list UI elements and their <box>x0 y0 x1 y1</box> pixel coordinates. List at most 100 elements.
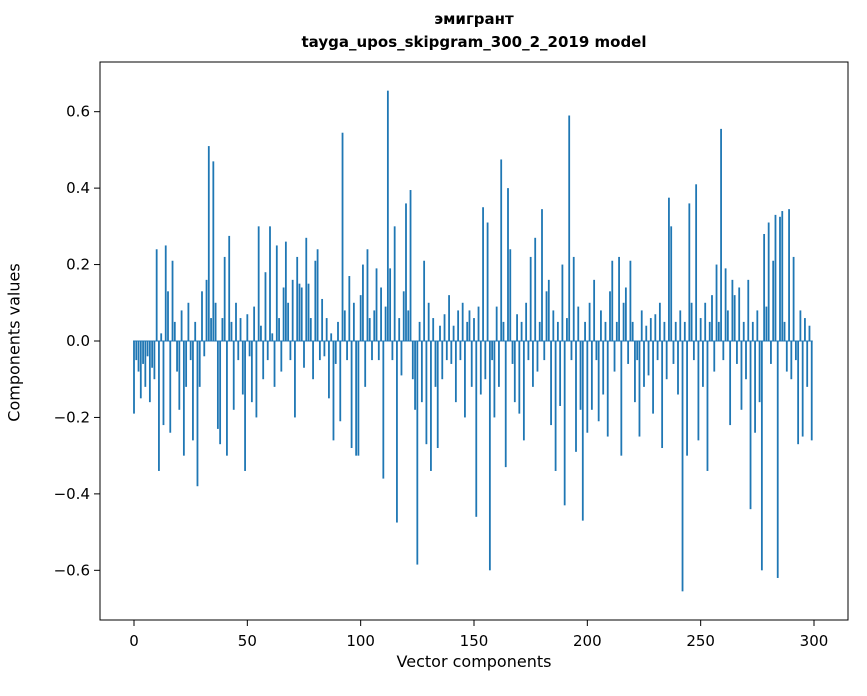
bar <box>624 287 627 341</box>
bar <box>309 318 312 341</box>
bar <box>806 341 809 387</box>
bar <box>554 341 557 471</box>
bar <box>794 341 797 361</box>
bar <box>686 341 688 456</box>
bar <box>783 321 786 341</box>
bar <box>788 209 790 341</box>
bar <box>239 318 242 341</box>
bar <box>427 302 430 341</box>
bar <box>418 321 421 341</box>
bar <box>348 276 351 341</box>
bar <box>221 318 224 341</box>
bar <box>656 341 659 361</box>
bar <box>216 341 219 429</box>
bar <box>443 314 446 341</box>
bar <box>407 310 410 341</box>
bar <box>198 341 201 387</box>
bar <box>298 283 301 341</box>
bar <box>470 341 473 387</box>
bar <box>318 341 321 361</box>
bar <box>720 128 722 341</box>
bar <box>477 306 480 341</box>
bar <box>289 341 292 361</box>
bar <box>219 341 222 445</box>
bar <box>692 341 695 361</box>
bar <box>192 341 194 441</box>
bar <box>325 318 328 341</box>
bar <box>672 341 675 364</box>
chart-title-model: tayga_upos_skipgram_300_2_2019 model <box>301 33 647 51</box>
bar <box>584 321 586 341</box>
bar <box>631 321 634 341</box>
bar <box>375 268 378 341</box>
bar <box>382 341 385 479</box>
bar <box>448 295 450 341</box>
bar <box>135 341 138 361</box>
bar <box>366 249 369 341</box>
bar <box>144 341 147 387</box>
bar <box>210 318 212 341</box>
bar <box>561 264 564 341</box>
bar <box>776 341 779 578</box>
bar <box>733 295 736 341</box>
bar <box>205 279 208 341</box>
bar <box>357 341 360 456</box>
bar <box>715 264 718 341</box>
bar <box>343 310 346 341</box>
bar <box>305 237 308 341</box>
x-tick-label: 200 <box>573 632 602 650</box>
bar <box>516 314 518 341</box>
bar <box>536 341 539 372</box>
bar <box>255 341 258 418</box>
bar <box>679 310 682 341</box>
bar <box>212 161 215 341</box>
bar <box>615 321 618 341</box>
bar <box>176 341 178 372</box>
bar <box>493 341 496 418</box>
bar <box>568 115 571 341</box>
bar <box>495 306 498 341</box>
bar <box>445 341 448 361</box>
bar <box>706 341 709 471</box>
bar <box>434 341 437 387</box>
bar <box>203 341 206 357</box>
bar <box>273 341 276 387</box>
bar <box>409 190 412 341</box>
bar <box>461 302 464 341</box>
bar <box>164 245 167 341</box>
bar <box>384 306 387 341</box>
bar <box>742 321 745 341</box>
bar <box>201 291 203 341</box>
bar <box>745 341 747 380</box>
bar <box>613 341 616 372</box>
bar <box>595 341 598 361</box>
bar <box>785 341 788 372</box>
bar <box>479 341 482 395</box>
bar <box>271 333 274 341</box>
bar <box>668 197 670 341</box>
bar <box>391 341 394 361</box>
bar <box>464 341 466 418</box>
bar <box>770 341 772 364</box>
bar <box>677 341 679 395</box>
bar <box>294 341 296 418</box>
bar <box>724 268 727 341</box>
bar <box>729 341 732 426</box>
bar <box>226 341 228 456</box>
bar <box>162 341 165 426</box>
x-tick-label: 0 <box>129 632 139 650</box>
x-tick-label: 250 <box>686 632 715 650</box>
bar <box>223 256 226 341</box>
bar <box>579 341 582 410</box>
bar <box>731 279 734 341</box>
bar <box>699 318 702 341</box>
bar <box>638 341 641 437</box>
bar <box>611 260 614 341</box>
bar <box>609 291 611 341</box>
bar <box>439 325 441 341</box>
bar <box>266 341 269 361</box>
bar <box>314 260 317 341</box>
bar <box>772 260 775 341</box>
bar <box>527 341 530 361</box>
bar <box>486 222 489 341</box>
